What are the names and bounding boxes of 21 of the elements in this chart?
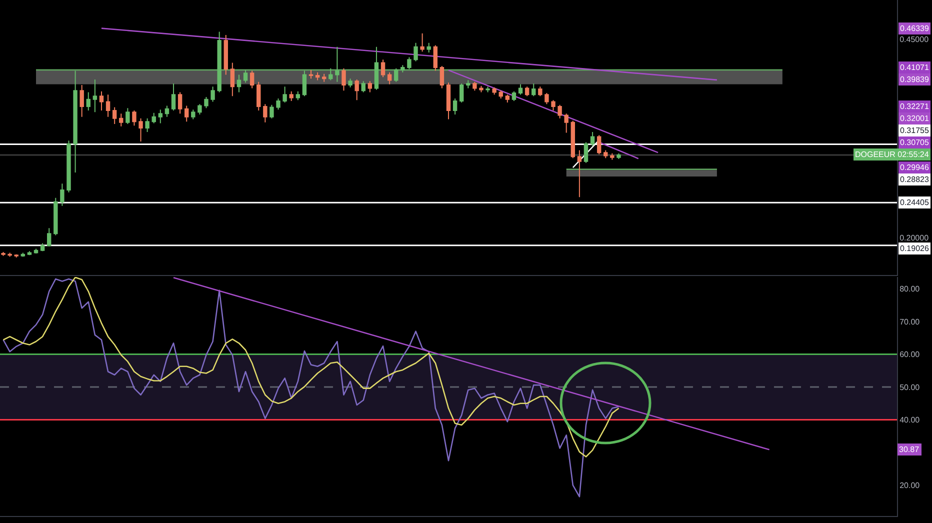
annotation: 0.28823 bbox=[900, 175, 930, 184]
annotation: 0.46339 bbox=[900, 24, 930, 33]
text: 0.41071 bbox=[900, 63, 930, 72]
text: 0.29946 bbox=[900, 163, 930, 172]
y-tick-label: 0.45000 bbox=[900, 34, 930, 44]
annotation: 0.32001 bbox=[900, 114, 930, 123]
annotation: 30.87 bbox=[899, 445, 920, 454]
ref-line-label: 0.19026 bbox=[900, 244, 930, 253]
y-tick-label: 0.20000 bbox=[900, 233, 930, 242]
y-tick-label: 40.00 bbox=[900, 416, 920, 425]
annotation: DOGEEUR 02:55:24 bbox=[855, 150, 930, 159]
y-tick-label: 50.00 bbox=[900, 382, 920, 392]
text: 0.32271 bbox=[900, 102, 930, 111]
annotation: 0.39839 bbox=[900, 75, 930, 84]
y-tick-label: 80.00 bbox=[900, 284, 920, 294]
ref-line-label: 0.31755 bbox=[900, 126, 930, 135]
ref-line-label: 0.24405 bbox=[900, 198, 930, 207]
y-tick-label: 70.00 bbox=[900, 317, 920, 326]
y-tick-label: 20.00 bbox=[900, 481, 920, 490]
y-tick-label: 60.00 bbox=[900, 350, 920, 360]
text: 0.30705 bbox=[900, 138, 930, 147]
